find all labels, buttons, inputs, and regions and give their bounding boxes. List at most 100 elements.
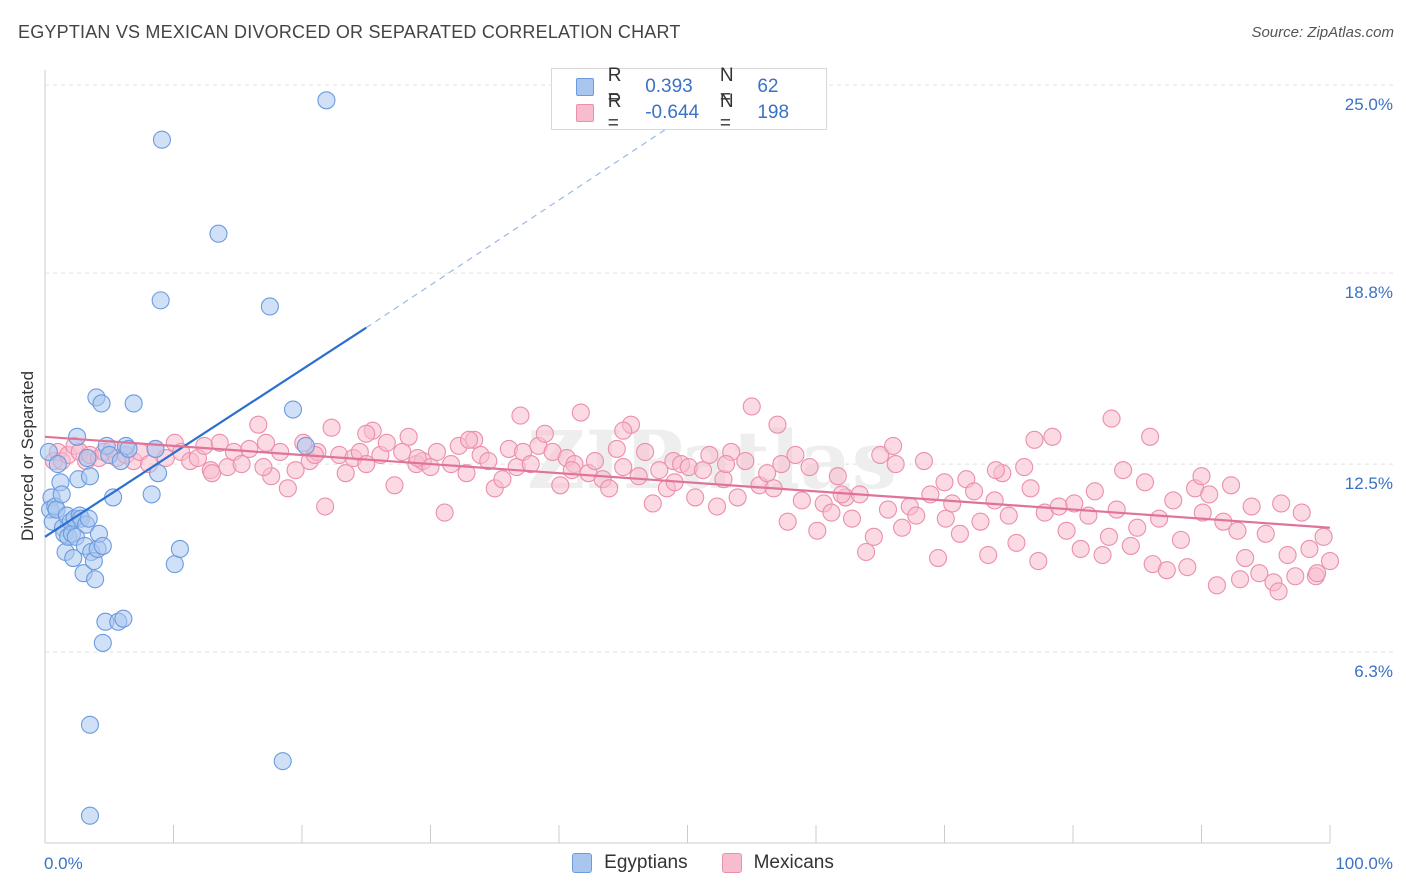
mexicans-point bbox=[1157, 561, 1176, 580]
mexicans-point bbox=[1228, 521, 1247, 540]
r-value: 0.393 bbox=[645, 76, 693, 97]
egyptians-point bbox=[64, 549, 83, 568]
mexicans-point bbox=[357, 424, 376, 443]
mexicans-point bbox=[377, 433, 396, 452]
stats-legend-row-egyptians: R = 0.393 N = 62 bbox=[576, 65, 826, 108]
mexicans-point bbox=[286, 461, 305, 480]
egyptians-point bbox=[93, 633, 112, 652]
mexicans-point bbox=[195, 436, 214, 455]
mexicans-point bbox=[768, 415, 787, 434]
mexicans-point bbox=[600, 479, 619, 498]
mexicans-point bbox=[886, 455, 905, 474]
mexicans-point bbox=[278, 479, 297, 498]
mexicans-point bbox=[979, 545, 998, 565]
egyptians-point bbox=[124, 394, 143, 413]
mexicans-point bbox=[493, 470, 512, 489]
mexicans-point bbox=[521, 455, 540, 474]
mexicans-point bbox=[585, 451, 605, 471]
mexicans-point bbox=[571, 403, 590, 422]
egyptians-swatch bbox=[572, 853, 593, 873]
y-tick-label: 18.8% bbox=[1345, 283, 1393, 302]
source-label: Source: ZipAtlas.com bbox=[1251, 24, 1394, 41]
mexicans-point bbox=[1049, 497, 1068, 516]
mexicans-point bbox=[1171, 530, 1190, 549]
mexicans-point bbox=[686, 488, 705, 507]
mexicans-point bbox=[322, 418, 341, 437]
egyptians-point bbox=[68, 427, 87, 446]
mexicans-point bbox=[551, 476, 570, 495]
mexicans-point bbox=[907, 506, 926, 525]
egyptians-point bbox=[80, 806, 100, 825]
egyptians-trend-line bbox=[44, 326, 367, 538]
mexicans-point bbox=[1114, 461, 1133, 480]
mexicans-point bbox=[1272, 494, 1291, 513]
mexicans-point bbox=[1314, 527, 1333, 546]
mexicans-point bbox=[1043, 427, 1062, 446]
mexicans-point bbox=[857, 542, 876, 562]
mexicans-point bbox=[1207, 576, 1226, 595]
egyptians-point bbox=[273, 752, 292, 771]
egyptians-point bbox=[283, 400, 303, 419]
trend-lines bbox=[44, 105, 1331, 538]
mexicans-point bbox=[562, 461, 581, 480]
egyptians-point bbox=[39, 442, 58, 462]
egyptians-point bbox=[80, 467, 100, 486]
mexicans-point bbox=[1250, 564, 1269, 583]
mexicans-point bbox=[822, 503, 841, 522]
mexicans-point bbox=[1200, 485, 1219, 504]
mexicans-point bbox=[479, 451, 498, 471]
mexicans-point bbox=[878, 500, 898, 519]
mexicans-point bbox=[427, 442, 446, 462]
data-points bbox=[39, 91, 1340, 825]
legend-item-mexicans: Mexicans bbox=[721, 852, 834, 874]
mexicans-point bbox=[1178, 558, 1197, 577]
mexicans-trend-line bbox=[44, 435, 1331, 529]
stats-legend-row-mexicans: R = -0.644 N = 198 bbox=[576, 91, 826, 134]
mexicans-point bbox=[1099, 527, 1119, 546]
mexicans-point bbox=[929, 549, 948, 568]
mexicans-point bbox=[1141, 427, 1160, 446]
egyptians-point bbox=[260, 297, 279, 316]
mexicans-point bbox=[1025, 430, 1044, 449]
mexicans-point bbox=[893, 518, 912, 537]
mexicans-point bbox=[1193, 503, 1212, 522]
mexicans-point bbox=[1021, 479, 1040, 498]
mexicans-point bbox=[1236, 549, 1255, 568]
x-tick-label: 0.0% bbox=[44, 854, 83, 873]
mexicans-point bbox=[614, 421, 633, 440]
egyptians-point bbox=[152, 130, 171, 149]
mexicans-point bbox=[1308, 564, 1327, 583]
mexicans-point bbox=[778, 512, 797, 531]
egyptians-swatch bbox=[576, 78, 594, 96]
mexicans-point bbox=[1093, 545, 1112, 565]
mexicans-point bbox=[614, 458, 633, 477]
mexicans-point bbox=[1007, 533, 1026, 552]
mexicans-point bbox=[210, 433, 229, 452]
mexicans-point bbox=[736, 451, 755, 471]
egyptians-point bbox=[79, 509, 98, 528]
mexicans-point bbox=[1150, 509, 1169, 528]
mexicans-point bbox=[708, 497, 727, 516]
mexicans-point bbox=[393, 442, 412, 462]
mexicans-point bbox=[1278, 545, 1297, 565]
mexicans-point bbox=[999, 506, 1018, 525]
y-tick-label: 12.5% bbox=[1345, 474, 1393, 493]
egyptians-point bbox=[317, 91, 336, 110]
mexicans-point bbox=[385, 476, 404, 495]
mexicans-point bbox=[607, 439, 626, 458]
mexicans-point bbox=[1192, 467, 1211, 486]
mexicans-point bbox=[232, 455, 251, 474]
egyptians-point bbox=[93, 536, 112, 555]
egyptians-point bbox=[86, 570, 105, 589]
mexicans-point bbox=[786, 445, 805, 465]
mexicans-point bbox=[240, 439, 259, 458]
mexicans-swatch bbox=[721, 853, 742, 873]
mexicans-point bbox=[1269, 582, 1288, 601]
mexicans-point bbox=[203, 464, 222, 483]
n-label: N = bbox=[719, 65, 734, 108]
mexicans-point bbox=[249, 415, 268, 434]
mexicans-point bbox=[884, 436, 903, 455]
mexicans-point bbox=[914, 451, 933, 471]
mexicans-point bbox=[1107, 500, 1126, 519]
